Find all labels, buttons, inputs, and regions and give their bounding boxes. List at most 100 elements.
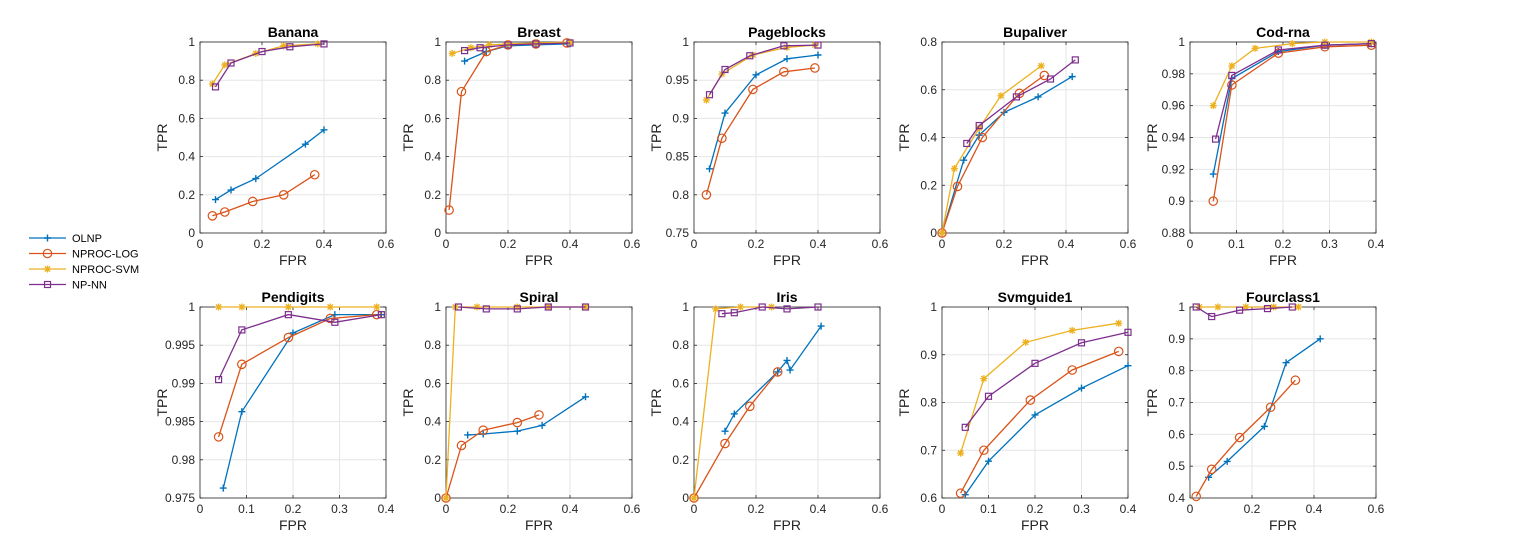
- data-point: [1242, 303, 1250, 311]
- data-point: [283, 332, 294, 343]
- series-np-nn: [1211, 39, 1375, 143]
- data-point: [1274, 46, 1282, 54]
- data-point: [975, 121, 983, 130]
- subplot-bupaliver: 0 0.2 0.4 0.6 0 0.2 0.4 0.6 0.8 Bupaliver FPR TPR: [896, 24, 1137, 268]
- data-point: [779, 66, 789, 77]
- x-axis-label: FPR: [525, 252, 553, 268]
- series-np-nn: [963, 56, 1079, 148]
- y-tick-label: 0.85: [666, 150, 690, 164]
- legend: OLNP NPROC-LOG NPROC-SVM NP-NN: [25, 228, 152, 294]
- data-point: [464, 431, 472, 439]
- data-point: [1031, 359, 1039, 367]
- data-point: [444, 205, 454, 215]
- x-tick-label: 0.3: [1321, 237, 1338, 251]
- plot-title: Iris: [776, 289, 797, 305]
- data-point: [977, 132, 988, 143]
- series-nproc-log: [689, 367, 783, 503]
- y-tick-label: 0.7: [920, 443, 937, 457]
- data-point: [532, 40, 540, 48]
- data-point: [744, 401, 755, 412]
- data-point: [213, 432, 224, 442]
- subplot-spiral: 0 0.2 0.4 0.6 0 0.2 0.4 0.6 0.8 1 Spiral FPR TPR: [400, 289, 641, 533]
- series-line: [1195, 306, 1293, 318]
- y-tick-label: 0.8: [424, 73, 441, 87]
- data-point: [1034, 93, 1042, 101]
- series-line: [464, 42, 571, 52]
- data-point: [737, 303, 744, 311]
- x-axis-label: FPR: [525, 517, 553, 533]
- data-point: [1273, 48, 1284, 58]
- subplot-pageblocks: 0 0.2 0.4 0.6 0.75 0.8 0.85 0.9 0.95 1 Pageblocks F…: [648, 24, 889, 268]
- x-tick-label: 0.4: [810, 237, 827, 251]
- data-point: [1191, 491, 1201, 502]
- data-point: [1209, 170, 1217, 178]
- y-tick-label: 0.6: [920, 83, 937, 97]
- series-line: [458, 306, 586, 310]
- x-tick-label: 0.6: [1120, 237, 1137, 251]
- data-point: [1012, 93, 1021, 101]
- x-axis-label: FPR: [773, 252, 801, 268]
- x-axis-label: FPR: [773, 517, 801, 533]
- data-point: [1067, 365, 1077, 375]
- series-np-nn: [215, 311, 385, 384]
- y-tick-label: 1: [434, 35, 441, 49]
- x-tick-label: 0.2: [500, 237, 517, 251]
- plot-area: [694, 307, 880, 498]
- y-tick-label: 0.4: [424, 150, 441, 164]
- y-tick-label: 0.98: [172, 453, 196, 467]
- y-tick-label: 0.4: [672, 415, 689, 429]
- axes-box: [693, 306, 881, 499]
- data-point: [963, 139, 971, 148]
- x-tick-label: 0.6: [624, 237, 641, 251]
- y-tick-label: 0.2: [424, 453, 441, 467]
- data-point: [247, 196, 258, 207]
- data-point: [1282, 359, 1290, 367]
- legend-entry-nproc-svm: NPROC-SVM: [29, 264, 139, 276]
- data-point: [960, 156, 968, 164]
- x-tick-label: 0.2: [1027, 502, 1044, 516]
- y-tick-label: 0.8: [672, 338, 689, 352]
- y-tick-label: 1: [1178, 300, 1185, 314]
- data-point: [1263, 304, 1272, 313]
- plot-title: Breast: [517, 24, 561, 40]
- data-point: [373, 303, 381, 311]
- x-tick-label: 0.4: [810, 502, 827, 516]
- data-point: [1211, 135, 1220, 143]
- data-point: [1192, 303, 1200, 311]
- y-tick-label: 0.6: [920, 491, 937, 505]
- data-point: [512, 417, 523, 428]
- y-tick-label: 0.4: [1168, 491, 1185, 505]
- data-point: [1367, 38, 1375, 46]
- series-line: [721, 306, 819, 315]
- x-axis-label: FPR: [1269, 252, 1297, 268]
- plot-title: Pageblocks: [748, 24, 826, 40]
- x-tick-label: 0.1: [980, 502, 997, 516]
- data-point: [1260, 422, 1268, 430]
- data-point: [690, 494, 698, 502]
- series-olnp: [721, 322, 825, 435]
- data-point: [952, 181, 963, 192]
- data-point: [461, 57, 469, 65]
- plot-title: Banana: [268, 24, 319, 40]
- series-np-nn: [1192, 303, 1296, 321]
- legend-marker: [44, 265, 51, 273]
- y-tick-label: 1: [1178, 35, 1185, 49]
- y-tick-label: 0.7: [1168, 396, 1185, 410]
- data-point: [331, 318, 339, 326]
- subplot-svmguide1: 0 0.1 0.2 0.3 0.4 0.6 0.7 0.8 0.9 1 Svmguide1 FPR TP…: [896, 289, 1137, 533]
- y-axis-label: TPR: [896, 389, 912, 417]
- data-point: [221, 61, 229, 69]
- series-nproc-svm: [690, 303, 775, 502]
- x-tick-label: 0: [691, 502, 698, 516]
- series-np-nn: [211, 40, 328, 91]
- x-tick-label: 0.2: [996, 237, 1013, 251]
- data-point: [701, 190, 712, 200]
- y-tick-label: 0.975: [165, 491, 195, 505]
- series-line: [960, 350, 1119, 494]
- series-olnp: [961, 362, 1132, 499]
- data-point: [1124, 362, 1132, 370]
- series-nproc-svm: [215, 303, 381, 311]
- data-point: [1113, 346, 1124, 357]
- data-point: [814, 51, 822, 59]
